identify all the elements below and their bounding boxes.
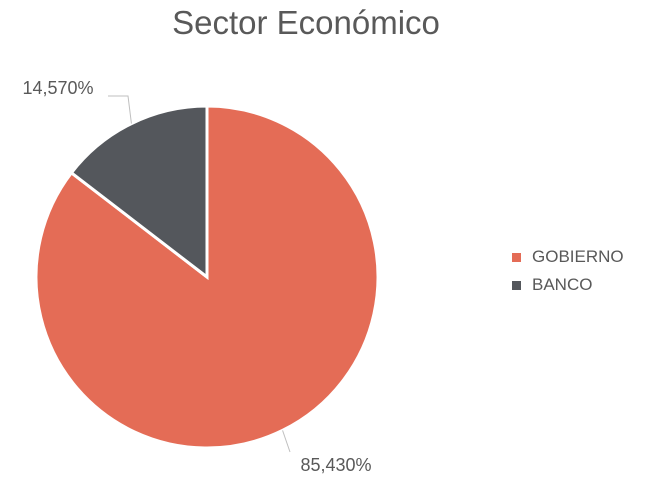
chart-title: Sector Económico: [172, 4, 440, 41]
pie-slice-banco: [69, 104, 209, 281]
data-label-gobierno: 85,430%: [300, 455, 371, 475]
legend-label-banco: BANCO: [532, 275, 593, 294]
legend-swatch-gobierno: [512, 252, 521, 262]
legend-swatch-banco: [512, 280, 521, 290]
legend-item-gobierno: GOBIERNO: [512, 243, 624, 271]
legend-item-banco: BANCO: [512, 271, 624, 299]
leader-line-banco: [108, 95, 132, 124]
legend: GOBIERNO BANCO: [512, 243, 624, 299]
data-label-banco: 14,570%: [22, 78, 93, 98]
legend-label-gobierno: GOBIERNO: [532, 247, 624, 266]
leader-line-gobierno: [282, 430, 291, 453]
